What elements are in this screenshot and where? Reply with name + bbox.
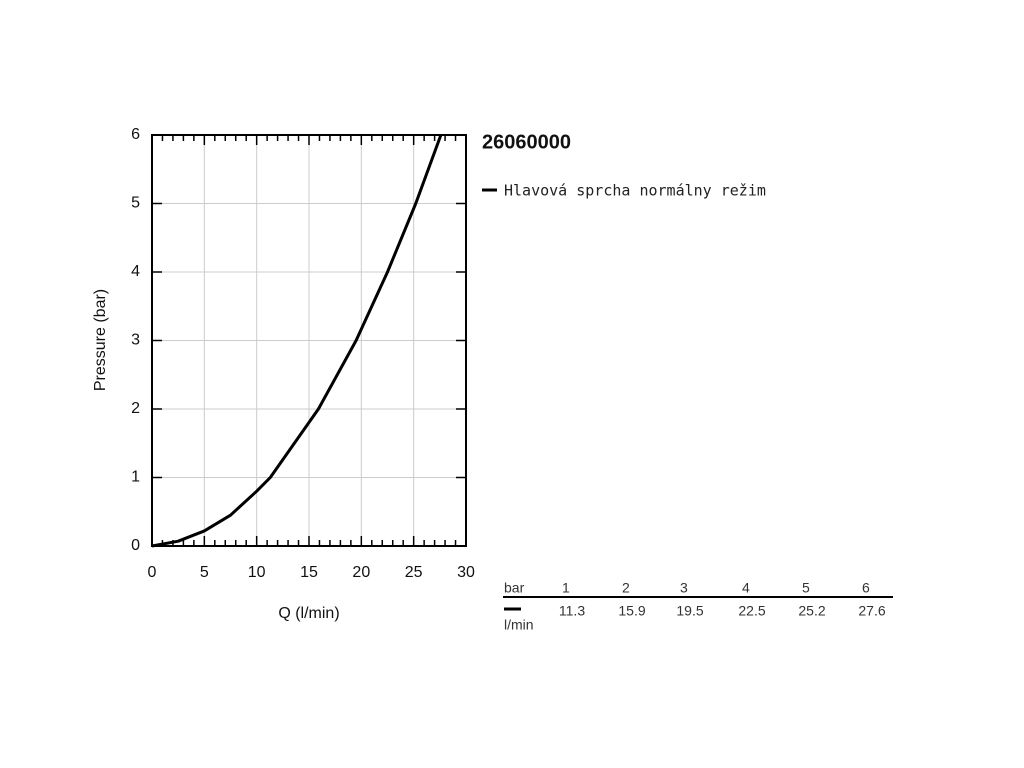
- y-tick-label: 2: [131, 400, 140, 417]
- table-column: 2: [622, 580, 630, 596]
- table-value: 25.2: [798, 603, 825, 619]
- x-tick-label: 15: [300, 564, 318, 581]
- y-tick-label: 3: [131, 332, 140, 349]
- legend-label: Hlavová sprcha normálny režim: [504, 182, 766, 200]
- table-column: 4: [742, 580, 750, 596]
- y-tick-label: 4: [131, 263, 140, 280]
- x-tick-label: 25: [405, 564, 423, 581]
- table-value: 22.5: [738, 603, 765, 619]
- plot-frame: [151, 134, 467, 547]
- table-header: bar: [504, 580, 525, 596]
- table-value: 19.5: [676, 603, 703, 619]
- table-column: 3: [680, 580, 688, 596]
- line: [151, 134, 443, 548]
- table-column: 5: [802, 580, 810, 596]
- x-tick-label: 0: [148, 564, 157, 581]
- table-column: 1: [562, 580, 570, 596]
- y-axis-label: Pressure (bar): [92, 289, 109, 391]
- y-tick-label: 0: [131, 537, 140, 554]
- table-value: 11.3: [559, 603, 585, 619]
- x-tick-label: 20: [352, 564, 370, 581]
- y-tick-label: 6: [131, 126, 140, 143]
- y-tick-label: 5: [131, 195, 140, 212]
- chart-title: 26060000: [482, 131, 571, 153]
- y-tick-label: 1: [131, 469, 140, 486]
- x-tick-label: 5: [200, 564, 209, 581]
- x-tick-label: 10: [248, 564, 266, 581]
- table-unit: l/min: [504, 617, 534, 633]
- table-value: 27.6: [858, 603, 885, 619]
- x-tick-label: 30: [457, 564, 475, 581]
- x-axis-label: Q (l/min): [278, 605, 339, 622]
- table-column: 6: [862, 580, 870, 596]
- table-value: 15.9: [618, 603, 645, 619]
